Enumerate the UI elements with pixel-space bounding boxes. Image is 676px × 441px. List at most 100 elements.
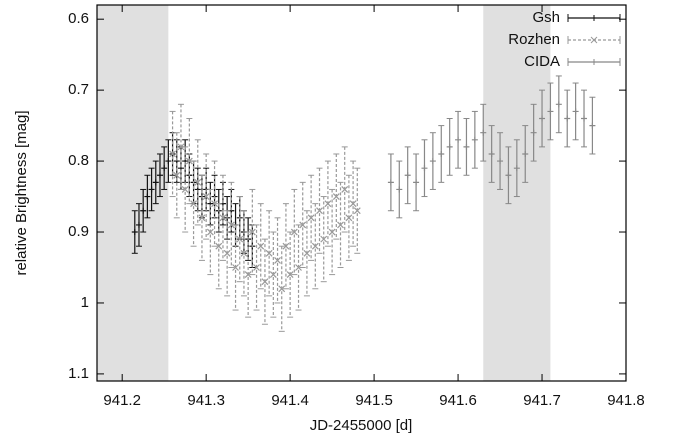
point — [194, 178, 202, 186]
point — [156, 172, 163, 179]
point — [282, 242, 290, 250]
point — [295, 264, 302, 271]
y-tick-label: 0.8 — [68, 152, 89, 169]
point — [539, 115, 546, 122]
point — [173, 171, 181, 179]
point — [227, 221, 235, 229]
legend-label: CIDA — [524, 53, 560, 70]
point — [316, 207, 323, 215]
point — [169, 150, 176, 158]
point — [488, 150, 495, 157]
y-tick-label: 0.6 — [68, 10, 89, 27]
point — [299, 221, 307, 229]
point — [505, 172, 512, 179]
point — [161, 165, 168, 172]
point — [181, 186, 189, 193]
point — [387, 179, 394, 186]
point — [341, 186, 349, 193]
point — [240, 249, 248, 257]
point — [555, 101, 562, 108]
point — [307, 214, 315, 222]
point — [261, 278, 269, 286]
point — [290, 228, 298, 236]
point — [278, 285, 286, 293]
point — [530, 129, 537, 136]
point — [328, 228, 336, 236]
x-tick-label: 941.4 — [271, 392, 309, 409]
point — [589, 122, 596, 129]
x-tick-label: 941.3 — [187, 392, 225, 409]
point — [320, 235, 328, 243]
point — [455, 136, 462, 143]
series — [169, 103, 361, 332]
x-tick-label: 941.6 — [439, 392, 477, 409]
point — [135, 221, 142, 228]
point — [269, 271, 277, 279]
x-tick-label: 941.2 — [103, 392, 141, 409]
point — [177, 143, 185, 151]
point — [244, 271, 252, 279]
point — [303, 249, 311, 257]
point — [140, 207, 147, 214]
point — [345, 214, 353, 222]
point — [413, 179, 420, 186]
point — [274, 256, 281, 264]
point — [311, 242, 319, 250]
x-tick-label: 941.8 — [607, 392, 645, 409]
y-tick-label: 0.7 — [68, 81, 89, 98]
x-tick-label: 941.7 — [523, 392, 561, 409]
point — [337, 221, 344, 229]
point — [206, 228, 214, 236]
point — [190, 200, 197, 208]
y-tick-label: 1.1 — [68, 365, 89, 382]
legend-marker — [590, 36, 598, 44]
point — [404, 172, 411, 179]
series — [387, 75, 596, 219]
y-axis-label: relative Brightness [mag] — [13, 110, 30, 275]
shaded-region — [97, 5, 169, 381]
legend-label: Gsh — [532, 9, 560, 26]
x-tick-label: 941.5 — [355, 392, 393, 409]
point — [522, 150, 529, 157]
point — [396, 186, 403, 193]
point — [257, 242, 265, 250]
x-axis-label: JD-2455000 [d] — [310, 417, 413, 434]
point — [463, 143, 470, 150]
point — [429, 158, 436, 165]
point — [332, 193, 340, 200]
point — [248, 228, 256, 236]
point — [480, 129, 487, 136]
y-tick-label: 0.9 — [68, 223, 89, 240]
point — [286, 271, 294, 279]
point — [421, 165, 428, 172]
point — [215, 242, 223, 250]
point — [547, 108, 554, 115]
point — [265, 249, 273, 257]
point — [581, 115, 588, 122]
point — [211, 200, 218, 208]
point — [564, 115, 571, 122]
point — [497, 158, 504, 165]
point — [131, 229, 138, 236]
point — [236, 235, 244, 243]
point — [232, 264, 239, 271]
point — [253, 264, 260, 271]
point — [219, 214, 227, 222]
point — [202, 193, 210, 200]
point — [438, 150, 445, 157]
point — [198, 214, 206, 222]
point — [513, 165, 520, 172]
point — [152, 179, 159, 186]
legend-label: Rozhen — [508, 31, 560, 48]
point — [471, 136, 478, 143]
point — [223, 249, 231, 257]
point — [165, 158, 172, 165]
point — [144, 193, 151, 200]
point — [148, 186, 155, 193]
point — [353, 207, 361, 215]
y-tick-label: 1 — [81, 294, 89, 311]
point — [185, 157, 193, 165]
plot-frame — [96, 4, 627, 382]
point — [349, 200, 357, 208]
